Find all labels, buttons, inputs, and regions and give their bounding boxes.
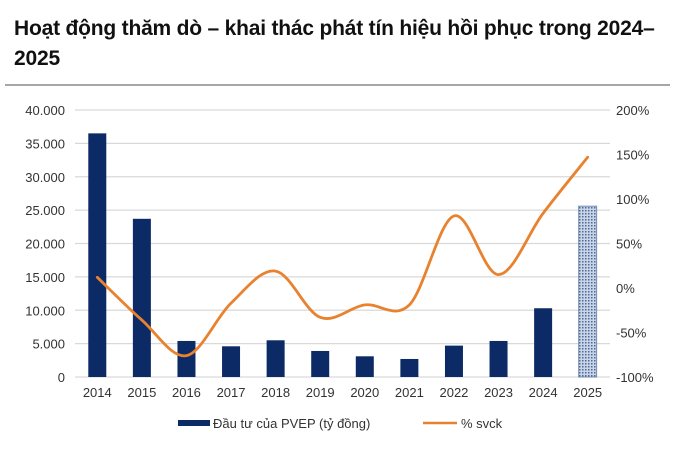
bar xyxy=(177,340,196,377)
x-tick-label: 2018 xyxy=(261,385,290,400)
x-tick-label: 2019 xyxy=(306,385,335,400)
x-axis: 2014 2015 2016 2017 2018 2019 2020 2021 2022 2023… xyxy=(83,385,602,400)
x-tick-label: 2015 xyxy=(127,385,156,400)
left-tick-label: 10.000 xyxy=(25,303,65,318)
x-tick-label: 2023 xyxy=(484,385,513,400)
yoy-line xyxy=(95,155,590,358)
left-tick-label: 5.000 xyxy=(32,337,65,352)
gridlines xyxy=(75,109,610,378)
left-tick-label: 0 xyxy=(58,370,65,385)
right-tick-label: 100% xyxy=(616,192,650,207)
title-divider xyxy=(5,84,670,86)
left-tick-label: 15.000 xyxy=(25,270,65,285)
chart-title: Hoạt động thăm dò – khai thác phát tín h… xyxy=(14,17,655,70)
bar-series xyxy=(88,133,598,378)
right-tick-label: 200% xyxy=(616,103,650,118)
x-tick-label: 2016 xyxy=(172,385,201,400)
x-tick-label: 2025 xyxy=(573,385,602,400)
x-tick-label: 2017 xyxy=(217,385,246,400)
left-tick-label: 20.000 xyxy=(25,237,65,252)
x-tick-label: 2022 xyxy=(439,385,468,400)
left-tick-label: 25.000 xyxy=(25,203,65,218)
bar xyxy=(355,356,374,377)
bar xyxy=(311,350,330,377)
right-tick-label: 0% xyxy=(616,281,635,296)
bar xyxy=(444,345,463,377)
right-tick-label: -50% xyxy=(616,326,647,341)
bar xyxy=(266,340,285,377)
bar xyxy=(88,133,107,377)
left-y-axis: 0 5.000 10.000 15.000 20.000 25.000 30.000 35.0… xyxy=(25,103,65,385)
legend-line-label: % svck xyxy=(461,416,503,431)
legend-bar-label: Đầu tư của PVEP (tỷ đồng) xyxy=(213,416,370,431)
left-tick-label: 30.000 xyxy=(25,170,65,185)
bar xyxy=(132,218,151,377)
right-y-axis: -100% -50% 0% 50% 100% 150% 200% xyxy=(616,103,654,385)
bar xyxy=(400,358,419,377)
x-tick-label: 2021 xyxy=(395,385,424,400)
x-tick-label: 2020 xyxy=(350,385,379,400)
x-tick-label: 2014 xyxy=(83,385,112,400)
bar xyxy=(489,340,508,377)
right-tick-label: 50% xyxy=(616,237,642,252)
line-series xyxy=(95,155,590,358)
right-tick-label: 150% xyxy=(616,148,650,163)
legend: Đầu tư của PVEP (tỷ đồng) % svck xyxy=(178,416,503,431)
left-tick-label: 40.000 xyxy=(25,103,65,118)
bar xyxy=(534,308,553,377)
right-tick-label: -100% xyxy=(616,370,654,385)
bar-forecast-2025 xyxy=(578,205,598,378)
x-tick-label: 2024 xyxy=(529,385,558,400)
bar xyxy=(222,346,241,377)
legend-bar-swatch xyxy=(178,420,210,426)
left-tick-label: 35.000 xyxy=(25,136,65,151)
